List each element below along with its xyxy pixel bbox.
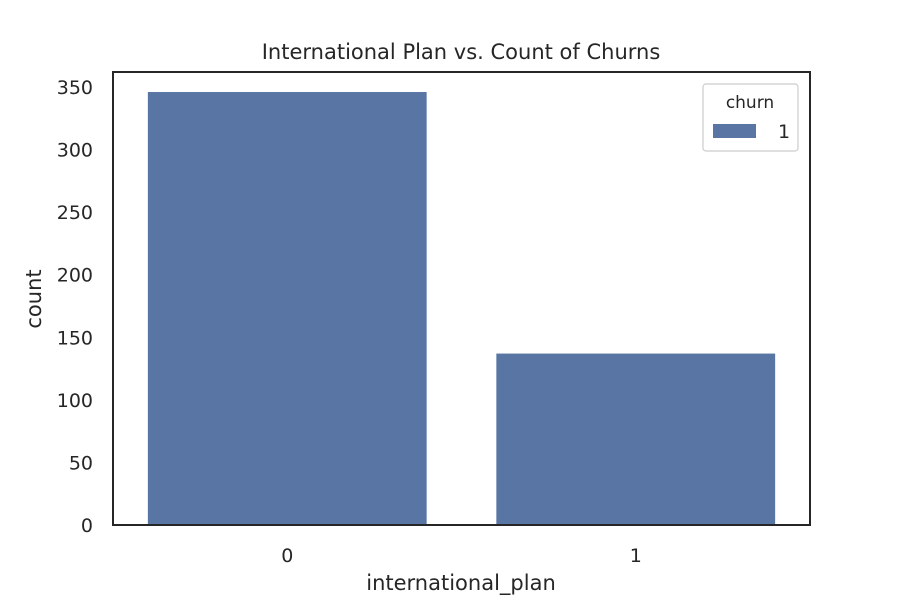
y-tick-label: 200 xyxy=(57,265,93,287)
y-tick-label: 50 xyxy=(69,452,93,474)
y-tick-label: 100 xyxy=(57,390,93,412)
bar-1 xyxy=(496,353,776,525)
x-tick-label: 1 xyxy=(630,545,642,567)
legend-swatch xyxy=(713,124,756,138)
chart-title: International Plan vs. Count of Churns xyxy=(262,40,661,64)
y-tick-label: 150 xyxy=(57,327,93,349)
legend: churn 1 xyxy=(702,83,799,152)
y-tick-label: 350 xyxy=(57,77,93,99)
x-axis-label: international_plan xyxy=(366,571,556,596)
y-axis-label: count xyxy=(22,269,46,328)
y-tick-label: 300 xyxy=(57,140,93,162)
plot-frame xyxy=(112,71,811,526)
legend-entry-label: 1 xyxy=(778,121,790,143)
y-tick-label: 0 xyxy=(81,515,93,537)
x-tick-label: 0 xyxy=(281,545,293,567)
y-tick-label: 250 xyxy=(57,202,93,224)
y-axis-ticks: 0 50 100 150 200 250 300 350 xyxy=(57,77,93,537)
bars-layer xyxy=(147,92,776,526)
legend-title: churn xyxy=(726,93,774,113)
bar-0 xyxy=(147,92,427,526)
